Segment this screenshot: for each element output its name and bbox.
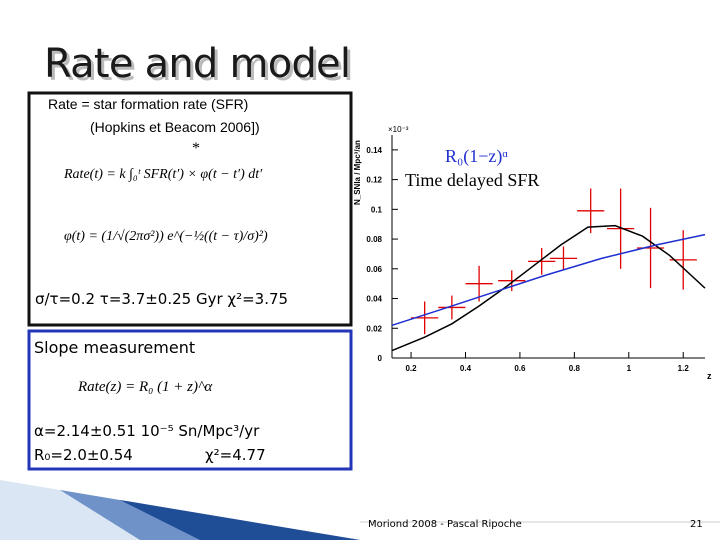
- decoration: [120, 500, 360, 540]
- footer-text: Moriond 2008 - Pascal Ripoche: [368, 519, 522, 530]
- axis-multiplier: ×10⁻³: [388, 125, 409, 134]
- box-line: Rate = star formation rate (SFR): [48, 96, 248, 112]
- y-tick-label: 0.1: [371, 205, 383, 214]
- curve: [391, 233, 706, 327]
- fit-result: σ/τ=0.2 τ=3.7±0.25 Gyr χ²=3.75: [35, 290, 288, 308]
- x-tick-label: 1: [627, 364, 632, 373]
- box-heading: Slope measurement: [34, 338, 195, 357]
- curve: [391, 224, 706, 352]
- y-axis-label: N_SNIa / Mpc³/an: [353, 140, 362, 205]
- fit-result: χ²=4.77: [205, 446, 266, 464]
- x-tick-label: 1.2: [678, 364, 690, 373]
- legend-entry: R₀(1−z)ᵅ: [445, 146, 508, 167]
- y-tick-label: 0.02: [366, 324, 382, 333]
- x-tick-label: 0.4: [460, 364, 472, 373]
- fit-result: R₀=2.0±0.54: [34, 446, 133, 464]
- formula: Rate(t) = k ∫₀ᵗ SFR(t′) × φ(t − t′) dt′: [63, 167, 263, 182]
- page-number: 21: [690, 519, 703, 530]
- slope-box: [27, 329, 353, 471]
- x-tick-label: 0.8: [569, 364, 581, 373]
- box-line: *: [192, 140, 200, 157]
- y-tick-label: 0.12: [366, 176, 382, 185]
- y-tick-label: 0.14: [366, 146, 382, 155]
- x-tick-label: 0.2: [405, 364, 417, 373]
- formula: φ(t) = (1/√(2πσ²)) e^(−½((t − τ)/σ)²): [64, 229, 268, 244]
- y-tick-label: 0.08: [366, 235, 382, 244]
- y-tick-label: 0.06: [366, 265, 382, 274]
- y-tick-label: 0: [378, 354, 383, 363]
- model-box: [27, 91, 353, 327]
- box-line: (Hopkins et Beacom 2006]): [90, 119, 260, 135]
- legend-entry: Time delayed SFR: [405, 170, 539, 190]
- fit-result: α=2.14±0.51 10⁻⁵ Sn/Mpc³/yr: [34, 422, 260, 440]
- chart: 0 0.02 0.04 0.06 0.08 0.1 0.12 0.14 0.2 0.4 0.6 0.8…: [353, 125, 712, 381]
- x-tick-label: 0.6: [514, 364, 526, 373]
- x-axis-label: z: [707, 371, 712, 381]
- title-shadow: Rate and model: [47, 44, 354, 90]
- y-tick-label: 0.04: [366, 295, 382, 304]
- title: Rate and model: [44, 41, 351, 87]
- formula: Rate(z) = R₀ (1 + z)^α: [77, 379, 213, 395]
